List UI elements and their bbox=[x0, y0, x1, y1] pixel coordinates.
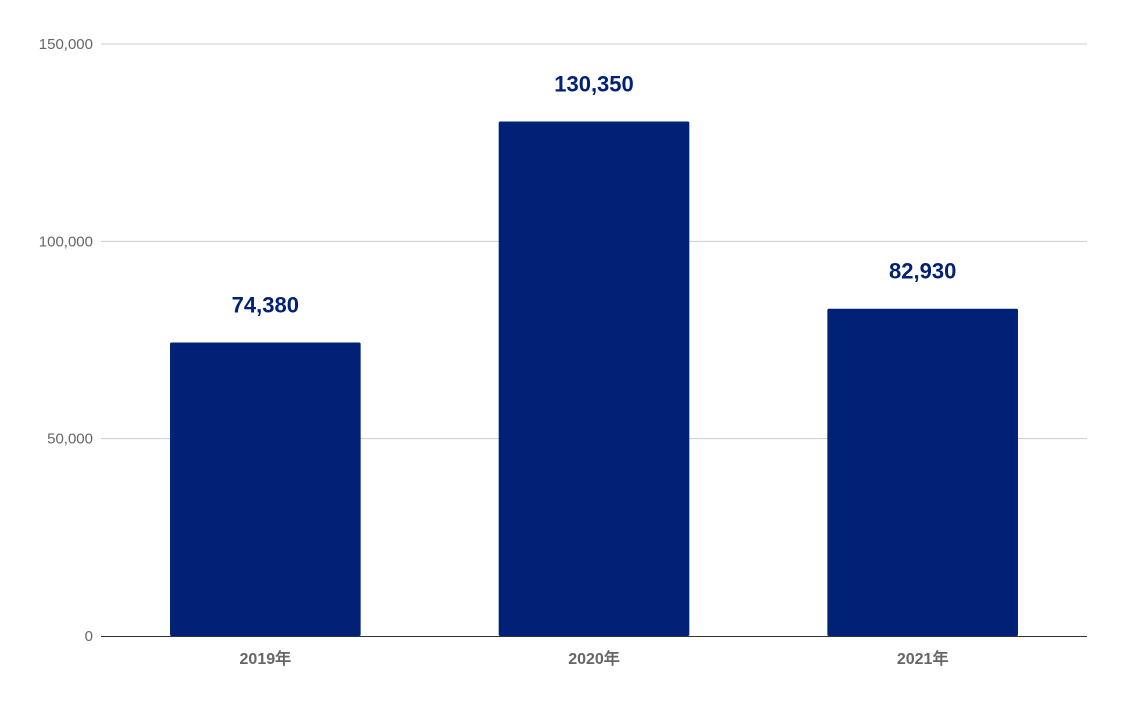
data-labels: 74,380 130,350 82,930 bbox=[232, 72, 957, 318]
data-label: 130,350 bbox=[554, 72, 634, 97]
x-tick-label: 2019年 bbox=[240, 649, 292, 668]
data-label: 74,380 bbox=[232, 292, 299, 317]
y-tick-label: 100,000 bbox=[39, 233, 93, 250]
y-tick-label: 50,000 bbox=[47, 431, 93, 448]
bar bbox=[827, 308, 1018, 636]
bar bbox=[498, 121, 690, 636]
y-axis-tick-labels: 0 50,000 100,000 150,000 bbox=[39, 36, 93, 645]
x-tick-label: 2020年 bbox=[568, 649, 620, 668]
y-tick-label: 150,000 bbox=[39, 36, 93, 53]
x-tick-label: 2021年 bbox=[897, 649, 949, 668]
bars bbox=[170, 121, 1018, 636]
data-label: 82,930 bbox=[889, 259, 956, 284]
y-tick-label: 0 bbox=[85, 628, 93, 645]
x-axis-tick-labels: 2019年 2020年 2021年 bbox=[240, 649, 949, 668]
bar bbox=[170, 342, 361, 636]
